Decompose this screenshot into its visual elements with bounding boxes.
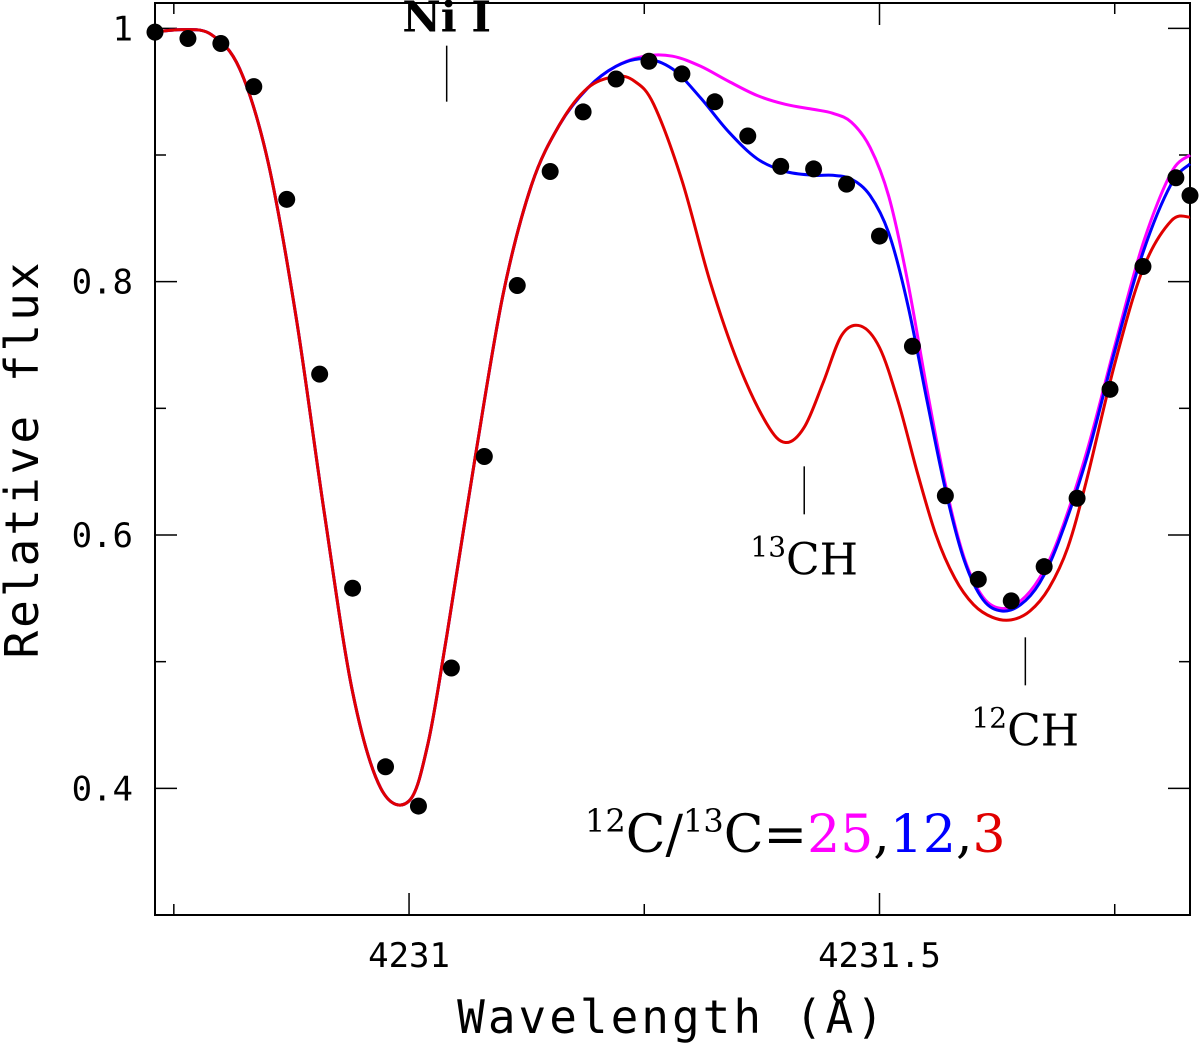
observed-point bbox=[442, 659, 460, 677]
observed-point bbox=[409, 797, 427, 815]
observed-point bbox=[541, 162, 559, 180]
observed-point bbox=[475, 447, 493, 465]
c13-molecule: CH bbox=[786, 534, 858, 585]
c12-molecule: CH bbox=[1007, 705, 1079, 756]
observed-point bbox=[640, 52, 658, 70]
observed-point bbox=[146, 23, 164, 41]
x-tick-label: 4231 bbox=[368, 936, 450, 976]
y-tick-label: 0.8 bbox=[72, 263, 133, 303]
ratio-value-25: 25 bbox=[807, 805, 873, 865]
observed-point bbox=[673, 65, 691, 83]
observed-point bbox=[936, 487, 954, 505]
y-tick-label: 1 bbox=[113, 9, 133, 49]
observed-point bbox=[1134, 257, 1152, 275]
isotope-ratio-label: 12C/13C=25,12,3 bbox=[585, 802, 1006, 865]
ratio-sup-12: 12 bbox=[585, 802, 626, 840]
c12-label: 12CH bbox=[971, 701, 1079, 756]
model-curves bbox=[154, 28, 1192, 807]
ratio-value-3: 3 bbox=[973, 805, 1006, 865]
observed-point bbox=[278, 190, 296, 208]
observed-point bbox=[344, 579, 362, 597]
ratio-text-c: C/ bbox=[626, 805, 684, 865]
model-curve-ratio-3 bbox=[154, 28, 1191, 807]
y-axis-title: Relative flux bbox=[0, 259, 49, 658]
observed-point bbox=[805, 160, 823, 178]
observed-point bbox=[1181, 187, 1199, 205]
ratio-value-12: 12 bbox=[890, 805, 956, 865]
observed-point bbox=[1002, 592, 1020, 610]
ni-label: Ni I bbox=[402, 0, 491, 42]
observed-point bbox=[838, 175, 856, 193]
observed-point bbox=[179, 29, 197, 47]
observed-point bbox=[508, 276, 526, 294]
observed-point bbox=[1101, 380, 1119, 398]
observed-point bbox=[871, 227, 888, 245]
observed-point bbox=[706, 93, 724, 111]
plot-frame bbox=[154, 2, 1191, 916]
ratio-text-ceq: C= bbox=[724, 805, 807, 865]
observed-point bbox=[903, 337, 921, 355]
x-axis-title: Wavelength (Å) bbox=[457, 990, 887, 1044]
observed-point bbox=[969, 570, 987, 588]
observed-points bbox=[146, 23, 1199, 815]
observed-point bbox=[739, 127, 757, 145]
ratio-sup-13: 13 bbox=[683, 802, 724, 840]
ratio-comma-2: , bbox=[956, 805, 973, 865]
ratio-comma-1: , bbox=[873, 805, 890, 865]
x-tick-label: 4231.5 bbox=[818, 936, 941, 976]
observed-point bbox=[245, 78, 263, 96]
axis-ticks bbox=[155, 3, 1190, 916]
c13-label: 13CH bbox=[750, 530, 858, 585]
observed-point bbox=[607, 70, 625, 88]
c12-isotope-sup: 12 bbox=[971, 701, 1007, 734]
y-tick-label: 0.4 bbox=[72, 769, 133, 809]
observed-point bbox=[212, 35, 230, 53]
observed-point bbox=[377, 758, 395, 776]
tick-labels: 4231 4231.5 0.4 0.6 0.8 1 bbox=[72, 9, 941, 976]
observed-point bbox=[311, 365, 329, 383]
y-tick-label: 0.6 bbox=[72, 516, 133, 556]
observed-point bbox=[574, 103, 592, 121]
observed-point bbox=[1035, 558, 1053, 576]
c13-isotope-sup: 13 bbox=[750, 530, 786, 563]
observed-point bbox=[1167, 169, 1185, 187]
observed-point bbox=[772, 157, 790, 175]
observed-point bbox=[1068, 489, 1086, 507]
